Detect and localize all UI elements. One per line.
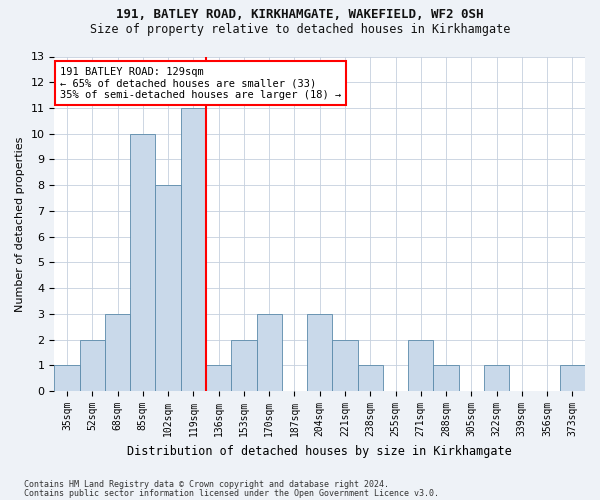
Text: Size of property relative to detached houses in Kirkhamgate: Size of property relative to detached ho… xyxy=(90,22,510,36)
Bar xyxy=(484,366,509,391)
Bar xyxy=(307,314,332,391)
Bar xyxy=(155,185,181,391)
Bar xyxy=(231,340,257,391)
Bar xyxy=(105,314,130,391)
Bar xyxy=(55,366,80,391)
Text: Contains HM Land Registry data © Crown copyright and database right 2024.: Contains HM Land Registry data © Crown c… xyxy=(24,480,389,489)
Bar xyxy=(560,366,585,391)
Bar xyxy=(433,366,458,391)
Y-axis label: Number of detached properties: Number of detached properties xyxy=(15,136,25,312)
Bar xyxy=(408,340,433,391)
X-axis label: Distribution of detached houses by size in Kirkhamgate: Distribution of detached houses by size … xyxy=(127,444,512,458)
Bar xyxy=(332,340,358,391)
Text: 191, BATLEY ROAD, KIRKHAMGATE, WAKEFIELD, WF2 0SH: 191, BATLEY ROAD, KIRKHAMGATE, WAKEFIELD… xyxy=(116,8,484,20)
Text: Contains public sector information licensed under the Open Government Licence v3: Contains public sector information licen… xyxy=(24,488,439,498)
Bar xyxy=(130,134,155,391)
Bar xyxy=(80,340,105,391)
Bar xyxy=(358,366,383,391)
Bar xyxy=(181,108,206,391)
Text: 191 BATLEY ROAD: 129sqm
← 65% of detached houses are smaller (33)
35% of semi-de: 191 BATLEY ROAD: 129sqm ← 65% of detache… xyxy=(60,66,341,100)
Bar xyxy=(206,366,231,391)
Bar xyxy=(257,314,282,391)
